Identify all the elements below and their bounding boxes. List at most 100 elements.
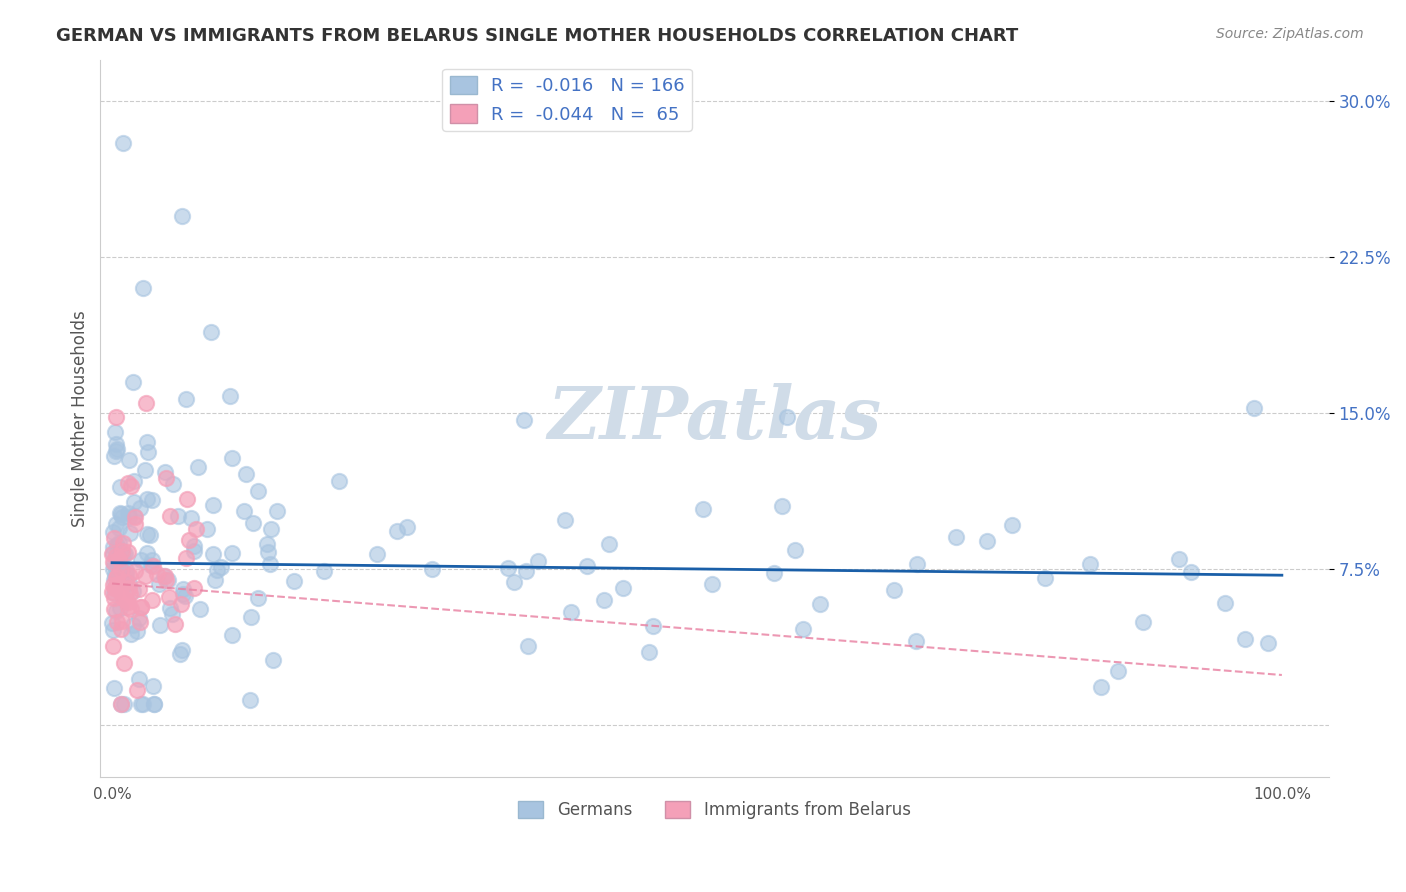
Point <box>132 281 155 295</box>
Point <box>136 526 159 541</box>
Point <box>201 547 224 561</box>
Point <box>172 582 194 596</box>
Point <box>157 573 180 587</box>
Point <box>120 526 142 541</box>
Point <box>107 576 129 591</box>
Point <box>108 480 131 494</box>
Point <box>117 476 139 491</box>
Point <box>108 552 131 566</box>
Point <box>118 453 141 467</box>
Point <box>366 547 388 561</box>
Text: ZIPatlas: ZIPatlas <box>547 383 882 454</box>
Point <box>105 443 128 458</box>
Point <box>114 575 136 590</box>
Point <box>174 392 197 406</box>
Point <box>554 513 576 527</box>
Point <box>120 602 142 616</box>
Point <box>129 615 152 629</box>
Point <box>103 578 125 592</box>
Point <box>575 559 598 574</box>
Point <box>141 553 163 567</box>
Point <box>235 467 257 481</box>
Legend: Germans, Immigrants from Belarus: Germans, Immigrants from Belarus <box>512 795 917 826</box>
Point <box>103 681 125 695</box>
Point <box>598 537 620 551</box>
Point <box>122 375 145 389</box>
Point <box>129 697 152 711</box>
Point <box>385 524 408 538</box>
Point <box>103 602 125 616</box>
Point <box>945 530 967 544</box>
Point <box>202 498 225 512</box>
Point <box>283 574 305 589</box>
Point <box>105 548 128 562</box>
Point <box>159 508 181 523</box>
Point <box>195 522 218 536</box>
Point <box>114 547 136 561</box>
Point <box>103 574 125 588</box>
Point <box>187 459 209 474</box>
Point <box>120 627 142 641</box>
Point <box>118 510 141 524</box>
Point <box>314 564 336 578</box>
Point <box>105 561 128 575</box>
Point <box>101 540 124 554</box>
Point <box>111 548 134 562</box>
Point <box>527 554 550 568</box>
Point <box>142 697 165 711</box>
Point <box>103 524 125 539</box>
Point <box>135 546 157 560</box>
Point <box>101 584 124 599</box>
Point <box>1107 665 1129 679</box>
Point <box>104 549 127 563</box>
Point <box>183 582 205 596</box>
Point <box>124 510 146 524</box>
Point <box>638 644 661 658</box>
Point <box>134 463 156 477</box>
Point <box>101 639 124 653</box>
Point <box>103 591 125 606</box>
Point <box>180 511 202 525</box>
Point <box>120 479 142 493</box>
Point <box>260 522 283 536</box>
Point <box>166 509 188 524</box>
Point <box>513 412 536 426</box>
Point <box>172 587 194 601</box>
Point <box>118 587 141 601</box>
Point <box>110 571 132 585</box>
Point <box>110 697 132 711</box>
Point <box>105 442 128 457</box>
Point <box>117 600 139 615</box>
Point <box>129 600 152 615</box>
Point <box>643 619 665 633</box>
Point <box>153 568 176 582</box>
Point <box>108 506 131 520</box>
Point <box>219 388 242 402</box>
Point <box>172 209 194 223</box>
Point <box>131 697 153 711</box>
Point <box>1233 632 1256 646</box>
Point <box>907 557 929 571</box>
Point <box>184 522 207 536</box>
Point <box>128 672 150 686</box>
Point <box>498 560 520 574</box>
Point <box>142 559 165 574</box>
Point <box>808 597 831 611</box>
Point <box>114 563 136 577</box>
Point <box>112 697 135 711</box>
Point <box>420 562 443 576</box>
Point <box>110 697 132 711</box>
Point <box>174 550 197 565</box>
Point <box>242 516 264 531</box>
Point <box>108 536 131 550</box>
Point <box>170 597 193 611</box>
Point <box>190 602 212 616</box>
Point <box>266 504 288 518</box>
Point <box>101 546 124 560</box>
Point <box>139 528 162 542</box>
Point <box>207 563 229 577</box>
Point <box>118 568 141 582</box>
Point <box>702 577 724 591</box>
Point <box>105 569 128 583</box>
Point <box>103 586 125 600</box>
